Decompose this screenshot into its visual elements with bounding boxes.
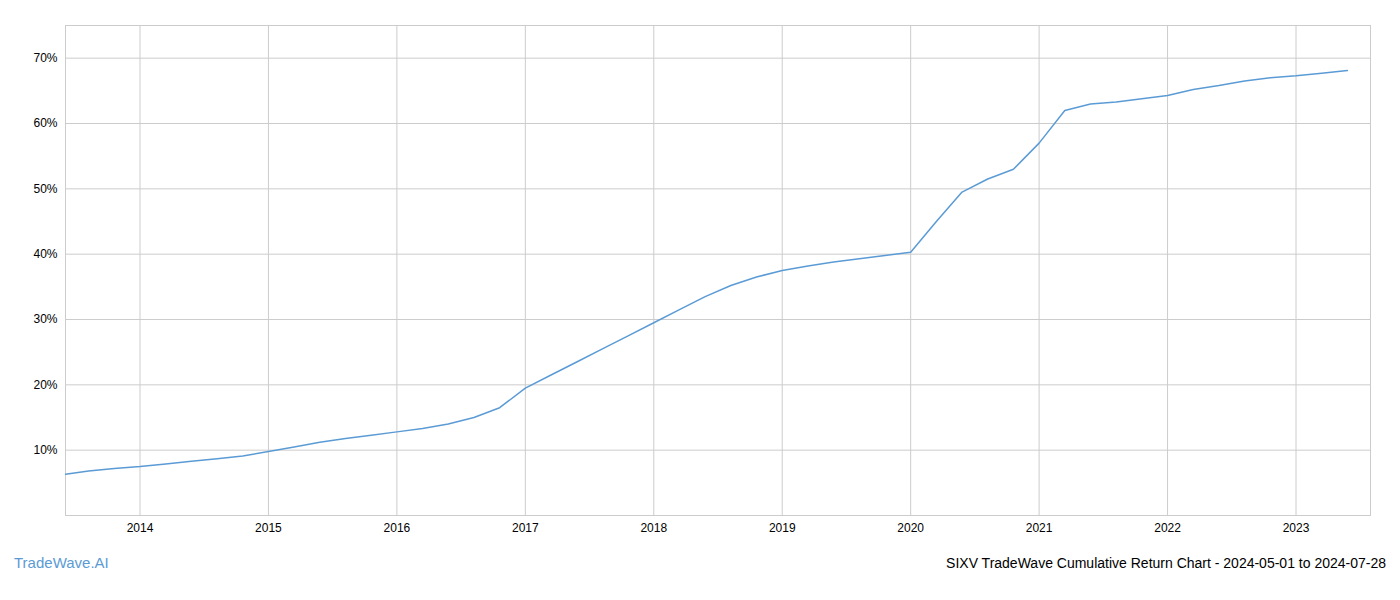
svg-text:2015: 2015 <box>255 521 282 535</box>
svg-text:70%: 70% <box>33 51 57 65</box>
svg-text:2023: 2023 <box>1283 521 1310 535</box>
svg-text:2018: 2018 <box>640 521 667 535</box>
svg-text:30%: 30% <box>33 312 57 326</box>
html-text:TradeWave.AI: TradeWave.AI <box>14 554 109 571</box>
svg-text:2021: 2021 <box>1026 521 1053 535</box>
svg-text:2017: 2017 <box>512 521 539 535</box>
svg-text:2020: 2020 <box>897 521 924 535</box>
svg-text:20%: 20% <box>33 378 57 392</box>
svg-text:10%: 10% <box>33 443 57 457</box>
svg-text:60%: 60% <box>33 116 57 130</box>
html-text:SIXV TradeWave Cumulative Retu: SIXV TradeWave Cumulative Return Chart -… <box>946 555 1386 571</box>
svg-text:2014: 2014 <box>127 521 154 535</box>
svg-text:2022: 2022 <box>1154 521 1181 535</box>
svg-text:40%: 40% <box>33 247 57 261</box>
svg-text:50%: 50% <box>33 182 57 196</box>
svg-text:2019: 2019 <box>769 521 796 535</box>
svg-text:2016: 2016 <box>384 521 411 535</box>
